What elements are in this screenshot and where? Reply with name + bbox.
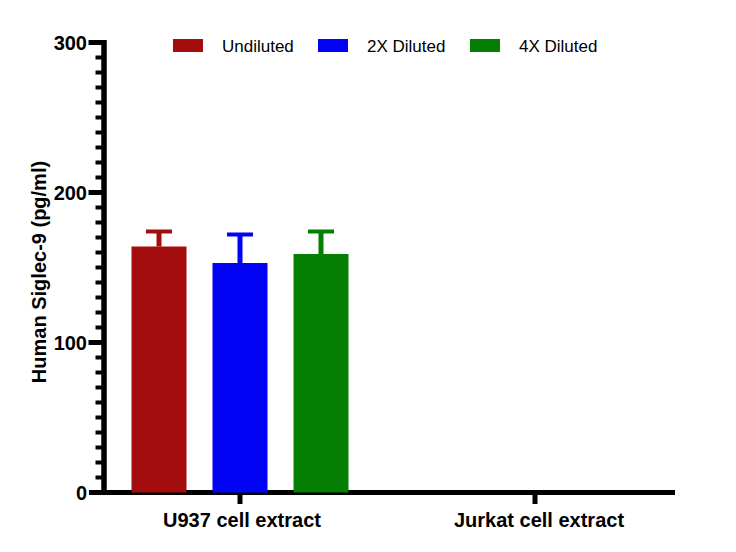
y-minor-tick (96, 311, 105, 315)
y-minor-tick (96, 476, 105, 480)
y-minor-tick (96, 326, 105, 330)
legend-label: 2X Diluted (367, 37, 445, 56)
y-minor-tick (96, 86, 105, 90)
x-tick (238, 495, 243, 504)
error-bar-cap (227, 233, 253, 237)
y-minor-tick (96, 206, 105, 210)
y-minor-tick (96, 281, 105, 285)
bar-2x-diluted (213, 263, 268, 493)
y-minor-tick (96, 446, 105, 450)
y-minor-tick (96, 401, 105, 405)
x-tick (533, 495, 538, 504)
y-major-tick (89, 190, 105, 195)
error-bar-stem (238, 235, 243, 264)
y-minor-tick (96, 221, 105, 225)
y-minor-tick (96, 416, 105, 420)
y-tick-label: 200 (54, 182, 87, 204)
y-minor-tick (96, 176, 105, 180)
x-category-label: U937 cell extract (163, 509, 321, 531)
bar-chart: 0 100 200 300 U937 cell extract Jurkat cell e… (0, 0, 736, 552)
y-minor-tick (96, 356, 105, 360)
bar-4x-diluted (294, 254, 349, 493)
y-minor-tick (96, 461, 105, 465)
legend-label: 4X Diluted (519, 37, 597, 56)
legend-swatch-3 (470, 39, 500, 52)
error-bar-cap (146, 230, 172, 234)
y-tick-label: 0 (76, 482, 87, 504)
y-minor-tick (96, 56, 105, 60)
y-minor-tick (96, 266, 105, 270)
legend-label: Undiluted (222, 37, 294, 56)
y-tick-label: 300 (54, 32, 87, 54)
y-major-tick (89, 340, 105, 345)
error-bar-stem (319, 232, 324, 255)
y-minor-tick (96, 161, 105, 165)
y-axis-title: Human Siglec-9 (pg/ml) (28, 161, 50, 383)
y-major-tick (89, 40, 105, 45)
y-minor-tick (96, 131, 105, 135)
legend-swatch-2 (318, 39, 348, 52)
y-minor-tick (96, 146, 105, 150)
chart-canvas: 0 100 200 300 U937 cell extract Jurkat cell e… (0, 0, 736, 552)
legend-swatch-1 (173, 39, 203, 52)
y-minor-tick (96, 71, 105, 75)
x-category-label: Jurkat cell extract (454, 509, 624, 531)
y-minor-tick (96, 371, 105, 375)
y-minor-tick (96, 431, 105, 435)
y-minor-tick (96, 296, 105, 300)
y-minor-tick (96, 101, 105, 105)
y-minor-tick (96, 386, 105, 390)
y-tick-label: 100 (54, 332, 87, 354)
y-minor-tick (96, 251, 105, 255)
bar-undiluted (132, 247, 187, 493)
error-bar-cap (308, 230, 334, 234)
y-minor-tick (96, 116, 105, 120)
y-minor-tick (96, 236, 105, 240)
error-bar-stem (157, 232, 162, 247)
